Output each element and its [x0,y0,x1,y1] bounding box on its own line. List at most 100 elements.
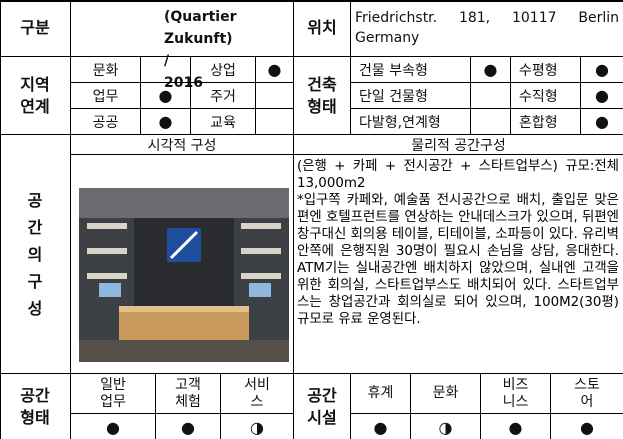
item-mark-text: ● [267,60,282,79]
item-name-text: 건물 부속형 [359,62,428,79]
item-name: 혼합형 [511,109,581,135]
item-name: 다발형,연계형 [351,109,471,135]
item-mark-text: ● [158,86,173,105]
item-name: 문화 [411,374,481,414]
item-mark: ● [156,414,221,439]
section-header: 시각적 구성 [71,135,294,155]
label-cell: 구분 [1,2,71,57]
item-mark-text: ◑ [438,417,453,437]
item-mark: ● [581,109,623,135]
description-line: (은행 + 카페 + 전시공간 + 스타트업부스) 규모:전체 13,000m2 [297,159,619,191]
item-name-text: 비즈니스 [502,376,529,410]
label-cell-text: 공간 형태 [20,386,50,427]
item-name-text: 문화 [92,62,119,79]
item-name-text: 교육 [210,114,236,131]
item-mark: ● [141,83,191,109]
item-mark: ● [141,109,191,135]
item-mark-text: ● [158,112,173,131]
item-name-text: 공공 [92,114,119,131]
location-cell: Friedrichstr. 181, 10117 Berlin Germany [351,2,623,57]
item-mark: ◑ [411,414,481,439]
item-name-text: 휴계 [367,385,394,401]
item-name-text: 다발형,연계형 [359,114,441,131]
item-name-text: 수직형 [519,88,558,105]
item-mark-text: ● [106,417,120,437]
label-cell: 위치 [294,2,351,57]
item-name: 스토어 [551,374,623,414]
item-name-text: 고객체험 [175,376,201,410]
item-name: 상업 [191,57,256,83]
item-name: 휴계 [351,374,411,414]
item-name: 일반업무 [71,374,156,414]
item-name-text: 단일 건물형 [359,88,428,105]
item-mark-text: ● [483,60,498,79]
label-cell-text: 지역 연계 [20,74,50,116]
location-cell-text: Friedrichstr. 181, 10117 Berlin Germany [355,10,619,46]
description: (은행 + 카페 + 전시공간 + 스타트업부스) 규모:전체 13,000m2… [297,158,619,328]
item-mark: ● [471,57,511,83]
item-mark: ● [71,414,156,439]
label-cell-text: 구분 [20,18,50,37]
photo [79,188,289,362]
project-cell: Deutsche Bank (Quartier Zukunft) / 2016 [71,2,294,91]
item-name-text: 서비스 [244,376,270,410]
section-header-text: 시각적 구성 [147,137,217,154]
item-name: 서비스 [221,374,294,414]
item-mark [471,83,511,109]
item-name-text: 상업 [210,62,236,79]
label-cell-text: 공간 시설 [307,386,337,427]
description-line: *입구쪽 카페와, 예술품 전시공간으로 배치, 출입문 맞은편엔 호텔프런트를… [297,193,619,327]
item-name: 수평형 [511,57,581,83]
label-cell-text: 위치 [307,18,337,37]
item-name-text: 주거 [210,88,236,105]
item-name: 수직형 [511,83,581,109]
item-mark-text: ● [580,417,594,437]
item-name: 공공 [71,109,141,135]
item-mark-text: ● [595,112,609,131]
label-cell: 공간 형태 [1,374,71,439]
label-cell: 지역 연계 [1,57,71,135]
item-mark [256,109,294,135]
item-name-text: 일반업무 [100,376,126,410]
item-mark-text: ● [373,417,388,437]
item-name: 문화 [71,57,141,83]
item-mark-text: ● [181,417,195,437]
item-name: 건물 부속형 [351,57,471,83]
item-name-text: 스토어 [574,376,600,410]
item-name: 주거 [191,83,256,109]
item-mark [471,109,511,135]
label-cell-text: 건축 형태 [307,74,337,116]
label-cell: 공간 시설 [294,374,351,439]
item-mark: ● [581,57,623,83]
item-name: 고객체험 [156,374,221,414]
item-mark: ● [351,414,411,439]
item-name-text: 업무 [92,88,119,105]
label-cell: 공간의구성 [1,135,71,374]
item-name: 단일 건물형 [351,83,471,109]
item-name: 교육 [191,109,256,135]
item-name-text: 문화 [432,385,459,401]
photo-cell [71,155,294,374]
label-cell-text: 공간의구성 [27,190,43,318]
label-cell: 건축 형태 [294,57,351,135]
item-name: 비즈니스 [481,374,551,414]
section-header-text: 물리적 공간구성 [411,137,506,154]
item-mark-text: ● [595,86,609,105]
item-mark: ● [256,57,294,83]
item-mark [256,83,294,109]
item-name: 업무 [71,83,141,109]
item-name-text: 수평형 [519,62,558,79]
section-header: 물리적 공간구성 [294,135,623,155]
text-cell [294,155,623,374]
item-mark: ● [551,414,623,439]
item-mark: ◑ [221,414,294,439]
item-mark [141,57,191,83]
item-mark: ● [581,83,623,109]
item-name-text: 혼합형 [519,114,558,131]
project-cell-text: Deutsche Bank (Quartier Zukunft) / 2016 [164,2,237,91]
item-mark-text: ● [508,417,523,437]
item-mark-text: ◑ [250,417,264,437]
item-mark-text: ● [595,60,609,79]
item-mark: ● [481,414,551,439]
